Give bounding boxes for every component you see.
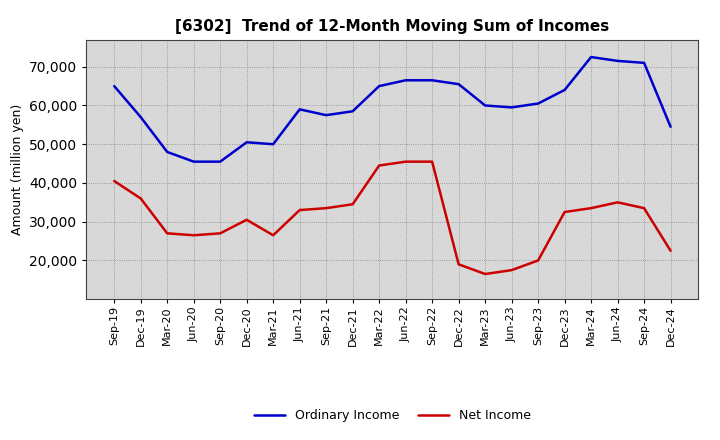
Net Income — [269, 233, 277, 238]
Ordinary Income — [110, 84, 119, 89]
Ordinary Income — [613, 58, 622, 63]
Net Income — [666, 248, 675, 253]
Net Income — [640, 205, 649, 211]
Ordinary Income — [163, 149, 171, 154]
Title: [6302]  Trend of 12-Month Moving Sum of Incomes: [6302] Trend of 12-Month Moving Sum of I… — [175, 19, 610, 34]
Y-axis label: Amount (million yen): Amount (million yen) — [11, 104, 24, 235]
Ordinary Income — [481, 103, 490, 108]
Net Income — [481, 271, 490, 277]
Ordinary Income — [666, 124, 675, 129]
Net Income — [401, 159, 410, 164]
Ordinary Income — [375, 84, 384, 89]
Net Income — [587, 205, 595, 211]
Net Income — [534, 258, 542, 263]
Ordinary Income — [560, 87, 569, 92]
Ordinary Income — [454, 81, 463, 87]
Net Income — [613, 200, 622, 205]
Ordinary Income — [534, 101, 542, 106]
Net Income — [189, 233, 198, 238]
Ordinary Income — [243, 139, 251, 145]
Net Income — [216, 231, 225, 236]
Line: Ordinary Income: Ordinary Income — [114, 57, 670, 161]
Net Income — [295, 207, 304, 213]
Ordinary Income — [348, 109, 357, 114]
Net Income — [110, 178, 119, 183]
Ordinary Income — [136, 114, 145, 120]
Net Income — [375, 163, 384, 168]
Net Income — [454, 262, 463, 267]
Net Income — [322, 205, 330, 211]
Net Income — [348, 202, 357, 207]
Line: Net Income: Net Income — [114, 161, 670, 274]
Ordinary Income — [216, 159, 225, 164]
Ordinary Income — [269, 142, 277, 147]
Ordinary Income — [322, 113, 330, 118]
Ordinary Income — [295, 107, 304, 112]
Net Income — [508, 268, 516, 273]
Net Income — [163, 231, 171, 236]
Ordinary Income — [401, 77, 410, 83]
Ordinary Income — [189, 159, 198, 164]
Net Income — [560, 209, 569, 215]
Net Income — [136, 196, 145, 201]
Net Income — [243, 217, 251, 222]
Legend: Ordinary Income, Net Income: Ordinary Income, Net Income — [248, 404, 536, 427]
Net Income — [428, 159, 436, 164]
Ordinary Income — [428, 77, 436, 83]
Ordinary Income — [508, 105, 516, 110]
Ordinary Income — [587, 55, 595, 60]
Ordinary Income — [640, 60, 649, 66]
